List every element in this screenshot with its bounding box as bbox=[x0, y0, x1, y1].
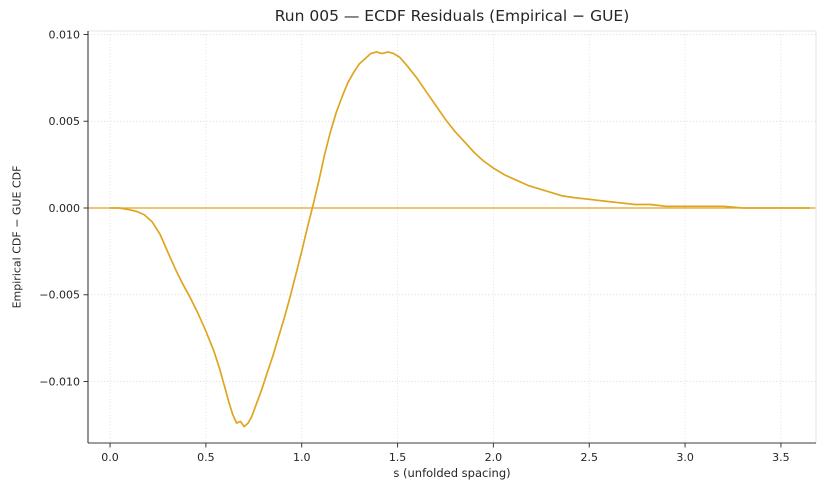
y-tick-label: 0.010 bbox=[49, 28, 81, 41]
x-tick-label: 3.0 bbox=[676, 451, 694, 464]
y-tick-label: 0.000 bbox=[49, 202, 81, 215]
y-tick-label: −0.005 bbox=[39, 289, 80, 302]
x-tick-label: 2.0 bbox=[485, 451, 503, 464]
x-tick-label: 3.5 bbox=[772, 451, 790, 464]
residual-curve bbox=[109, 51, 811, 428]
y-axis-label: Empirical CDF − GUE CDF bbox=[10, 165, 24, 309]
x-axis-label: s (unfolded spacing) bbox=[393, 466, 511, 480]
y-tick-label: −0.010 bbox=[39, 375, 80, 388]
y-tick-label: 0.005 bbox=[49, 115, 81, 128]
x-tick-label: 0.5 bbox=[197, 451, 215, 464]
x-tick-label: 1.5 bbox=[389, 451, 407, 464]
x-tick-label: 2.5 bbox=[580, 451, 598, 464]
chart-title: Run 005 — ECDF Residuals (Empirical − GU… bbox=[274, 7, 630, 25]
x-tick-label: 0.0 bbox=[101, 451, 119, 464]
x-tick-label: 1.0 bbox=[293, 451, 311, 464]
